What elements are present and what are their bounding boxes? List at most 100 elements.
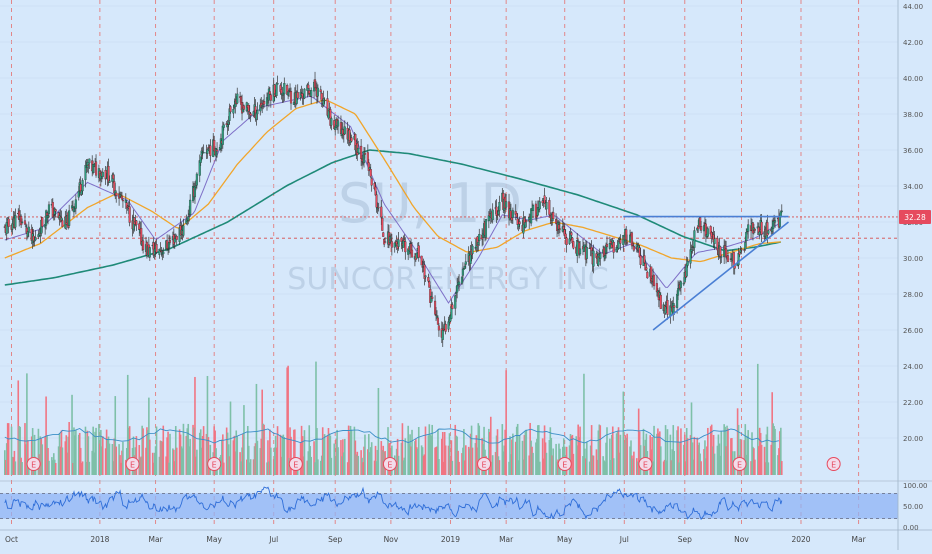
- volume-bar: [234, 451, 237, 475]
- volume-bar: [78, 432, 81, 475]
- volume-bar: [300, 425, 303, 475]
- y-tick-label: 42.00: [903, 39, 923, 47]
- earnings-marker[interactable]: [557, 457, 572, 471]
- volume-bar: [142, 428, 144, 475]
- volume-bar: [165, 456, 167, 475]
- volume-bar: [424, 426, 427, 475]
- volume-bar: [33, 434, 36, 475]
- volume-bar: [185, 435, 188, 475]
- volume-bar: [151, 452, 154, 475]
- earnings-marker[interactable]: [477, 457, 492, 471]
- candle-body: [444, 323, 447, 332]
- volume-bar: [235, 430, 238, 475]
- volume-bar: [449, 459, 452, 475]
- candle-body: [382, 232, 385, 237]
- candle-body: [47, 204, 51, 214]
- volume-bar: [512, 433, 514, 475]
- volume-bar: [489, 416, 492, 475]
- volume-bar: [402, 460, 405, 475]
- volume-bar: [463, 428, 465, 475]
- volume-bar: [266, 462, 268, 475]
- volume-bar: [87, 436, 90, 475]
- candle-body: [229, 106, 232, 113]
- volume-bar: [442, 461, 445, 475]
- volume-bar: [21, 462, 23, 475]
- volume-bar: [780, 461, 783, 475]
- volume-bar: [773, 426, 775, 475]
- earnings-marker[interactable]: [288, 457, 303, 471]
- candle-body: [296, 92, 299, 99]
- candle-body: [276, 83, 279, 85]
- candle-body: [360, 145, 363, 159]
- volume-bar: [577, 424, 579, 475]
- candle-body: [417, 245, 420, 258]
- earnings-marker[interactable]: [207, 457, 222, 471]
- volume-bar: [6, 423, 9, 475]
- volume-bar: [624, 435, 627, 475]
- earnings-marker[interactable]: [732, 457, 747, 471]
- x-tick-label: Mar: [852, 535, 867, 544]
- volume-bar: [503, 445, 506, 475]
- volume-bar: [659, 446, 662, 475]
- candle-body: [283, 83, 286, 95]
- candle-body: [427, 277, 430, 282]
- candle-body: [275, 83, 278, 96]
- candle-body: [337, 120, 340, 127]
- volume-bar: [684, 461, 687, 475]
- volume-bar: [260, 438, 263, 475]
- earnings-marker[interactable]: [26, 457, 41, 471]
- volume-bar: [128, 426, 131, 475]
- candle-body: [713, 238, 716, 244]
- volume-bar: [14, 461, 17, 475]
- volume-bar: [725, 446, 727, 475]
- candle-body: [81, 180, 84, 192]
- volume-bar: [253, 446, 256, 475]
- trendlines[interactable]: [623, 215, 790, 331]
- x-tick-label: May: [206, 535, 222, 544]
- volume-bar: [381, 450, 384, 475]
- volume-bar: [698, 442, 700, 475]
- volume-bar: [167, 431, 169, 475]
- support-trendline[interactable]: [652, 221, 790, 331]
- volume-bar: [370, 442, 373, 475]
- volume-bar: [677, 426, 679, 475]
- volume-bar: [147, 430, 149, 475]
- earnings-marker[interactable]: [382, 457, 397, 471]
- earnings-marker[interactable]: [826, 457, 841, 471]
- volume-bar: [509, 436, 511, 475]
- volume-bar: [138, 445, 141, 475]
- candle-body: [175, 236, 178, 240]
- volume-bar: [319, 460, 322, 475]
- volume-bar: [495, 435, 498, 475]
- candle-body: [646, 271, 649, 279]
- volume-bar: [443, 431, 446, 475]
- volume-bar: [160, 441, 163, 475]
- volume-bar: [557, 459, 559, 475]
- candle-body: [121, 199, 124, 202]
- earnings-marker[interactable]: [638, 457, 653, 471]
- watermark-symbol: SU, 1D: [338, 172, 522, 235]
- volume-bar: [289, 427, 291, 475]
- volume-bar: [589, 445, 592, 475]
- volume-bar: [774, 428, 776, 475]
- volume-bar: [709, 426, 712, 475]
- volume-bar: [669, 434, 672, 475]
- volume-bar: [279, 434, 282, 475]
- volume-bar: [259, 448, 262, 475]
- volume-bar: [744, 424, 747, 475]
- volume-bar: [713, 453, 716, 475]
- volume-bar: [54, 462, 57, 475]
- x-tick-label: 2020: [791, 535, 810, 544]
- volume-bar: [571, 434, 574, 475]
- x-tick-label: Sep: [678, 535, 692, 544]
- earnings-marker[interactable]: [125, 457, 140, 471]
- volume-bar: [52, 453, 55, 475]
- volume-bar: [693, 436, 696, 475]
- volume-bar: [496, 429, 499, 475]
- volume-bar: [457, 450, 459, 475]
- candle-body: [428, 281, 431, 288]
- candle-body: [108, 180, 111, 183]
